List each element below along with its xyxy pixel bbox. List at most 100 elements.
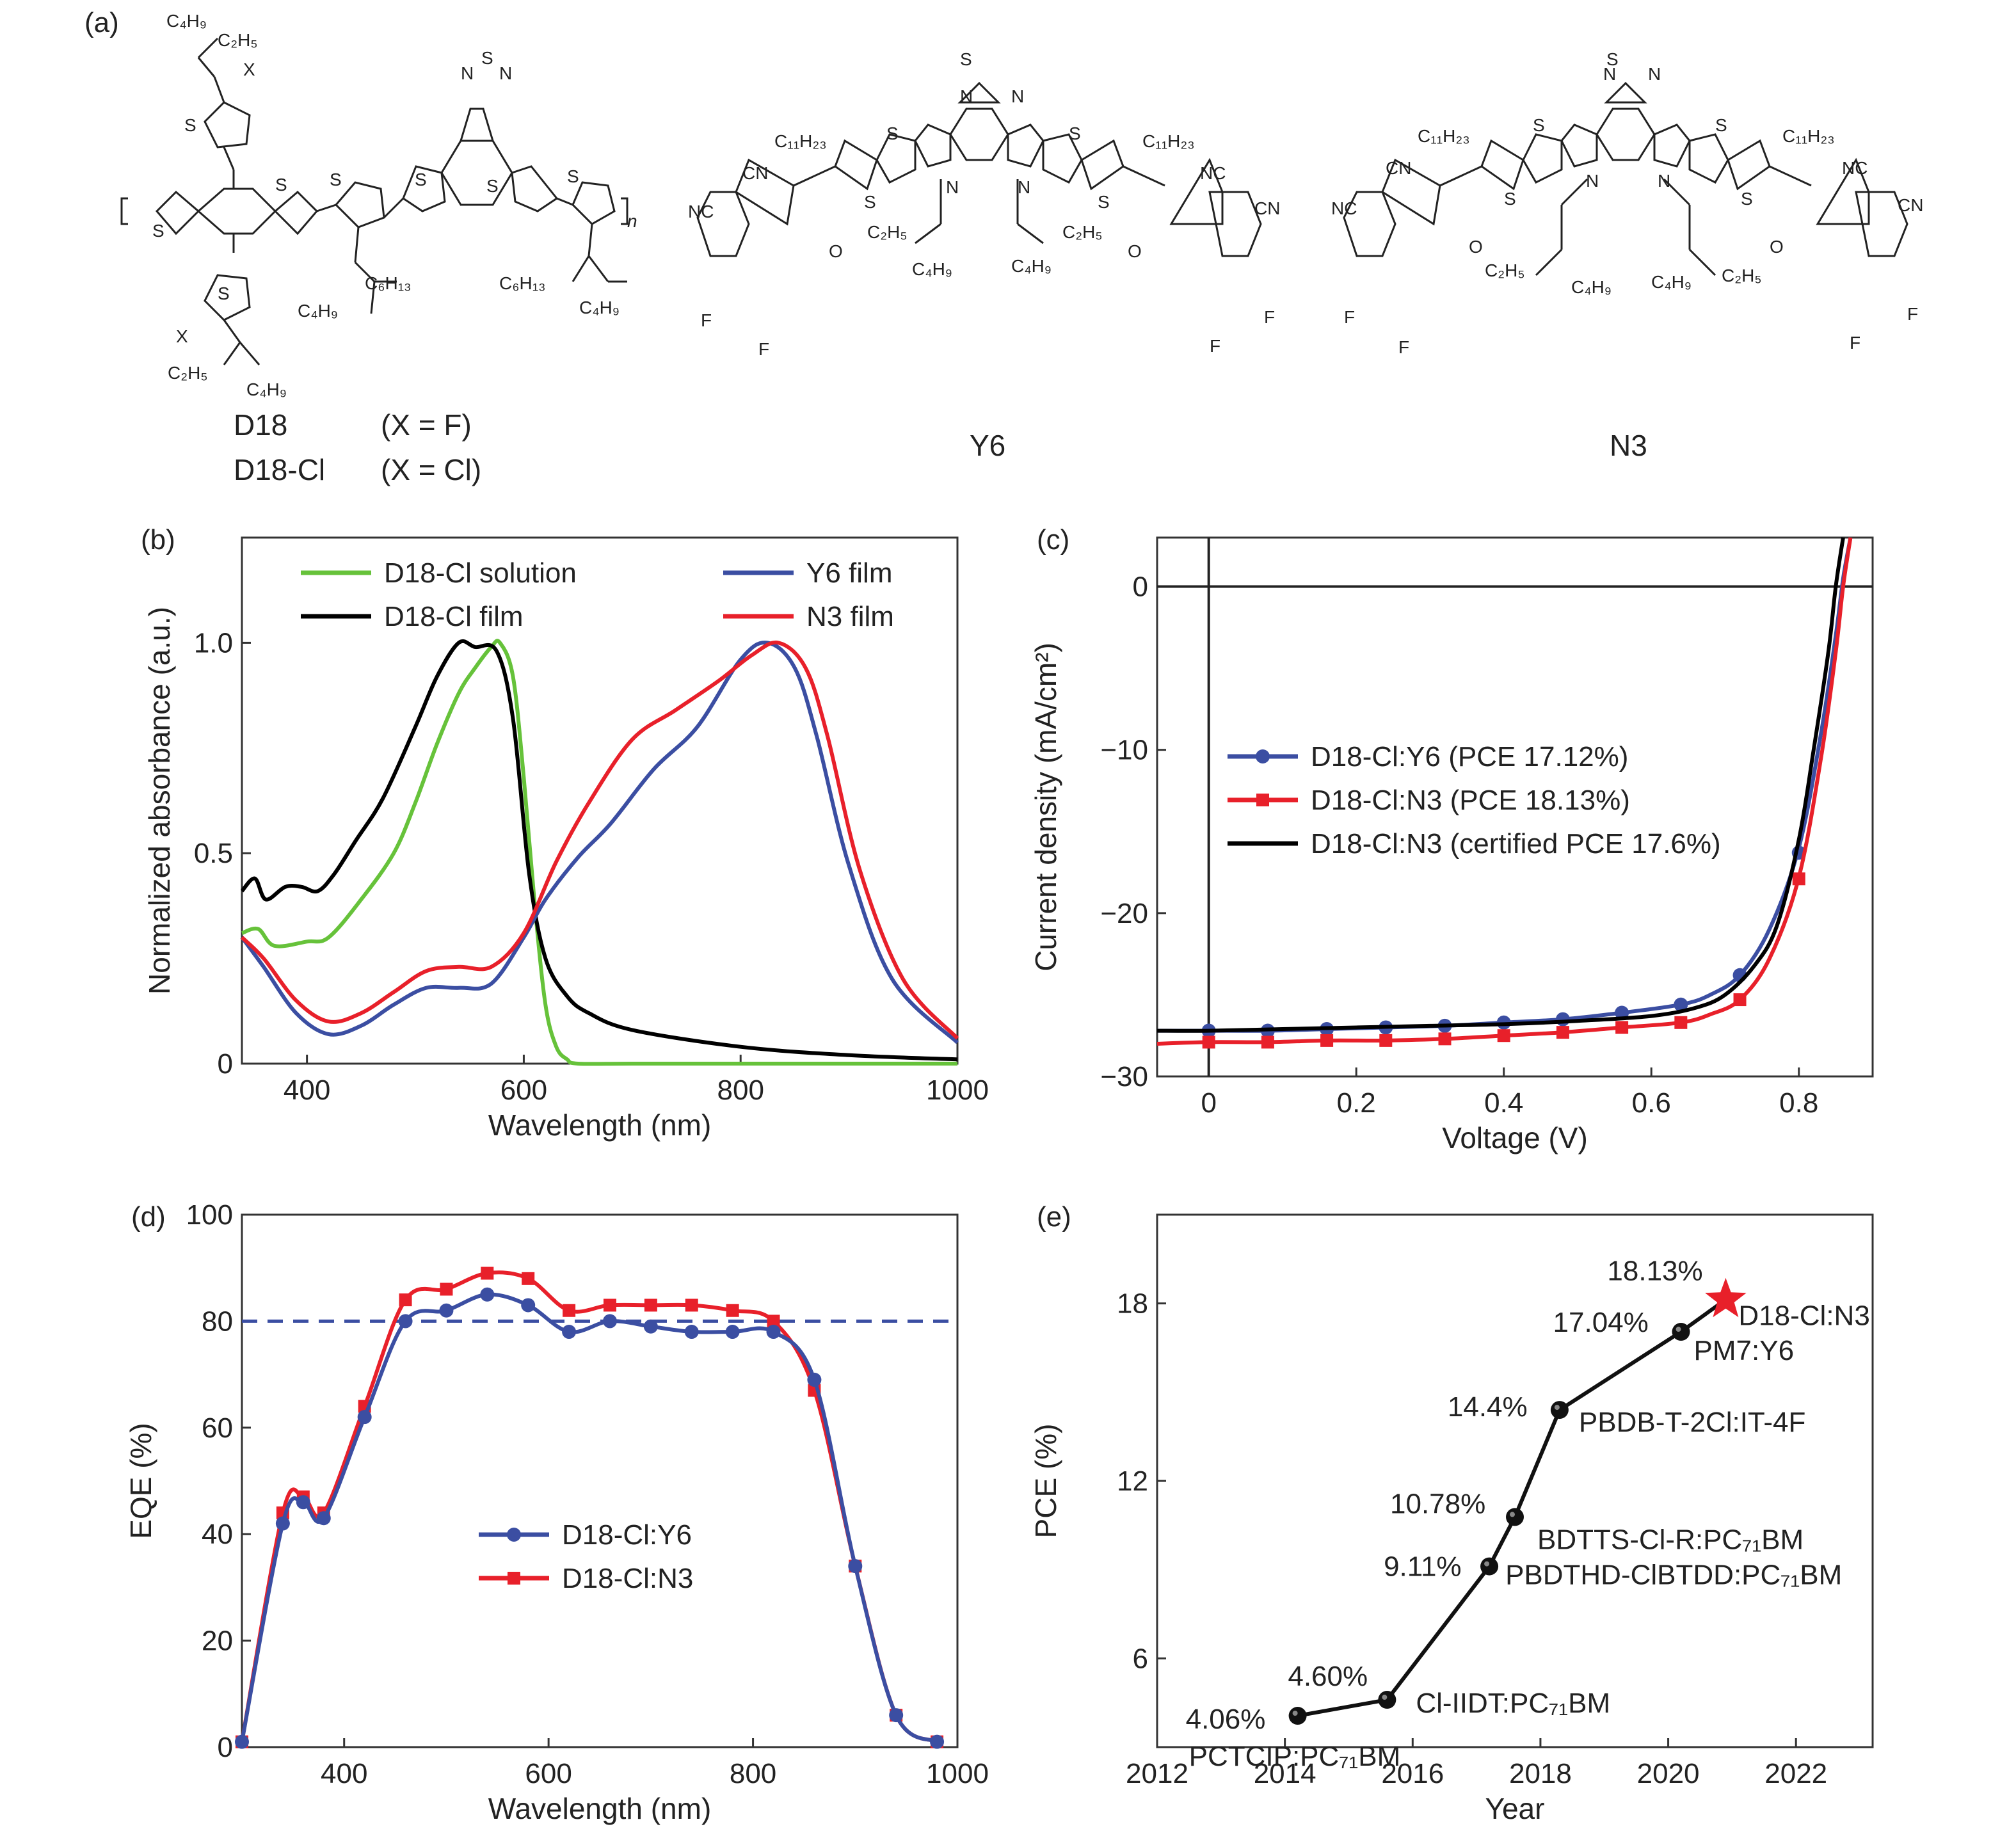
c-series-marker-1 — [1320, 1034, 1334, 1047]
atom-n: N — [1018, 177, 1030, 197]
atom-c4h9: C₄H₉ — [1651, 272, 1692, 292]
e-point-value-label: 18.13% — [1607, 1256, 1702, 1287]
c-series-marker-1 — [1792, 872, 1805, 886]
atom-s: S — [218, 284, 230, 303]
d-legend-marker — [508, 1572, 520, 1585]
d-series-marker-0 — [296, 1495, 310, 1510]
d-series-line-0 — [240, 1292, 938, 1744]
atom-c4h9: C₄H₉ — [1011, 256, 1052, 276]
c-x-tick-label: 0.8 — [1779, 1087, 1818, 1119]
atom-s: S — [864, 192, 876, 212]
e-y-tick-label: 6 — [1133, 1643, 1148, 1674]
e-point-system-label: Cl-IIDT:PC₇₁BM — [1416, 1688, 1610, 1719]
atom-s: S — [1504, 189, 1516, 209]
d-legend-marker — [507, 1528, 521, 1542]
b-panel-label: (b) — [141, 524, 175, 555]
panel-d: 400 600 800 1000 0 20 40 60 80 100 Wavelength (nm)… — [124, 1199, 989, 1825]
atom-f: F — [701, 310, 712, 330]
e-x-tick-label: 2018 — [1509, 1758, 1572, 1789]
atom-cn: CN — [742, 163, 768, 183]
e-data-point — [1506, 1508, 1524, 1526]
d-series-marker-1 — [522, 1272, 535, 1285]
c-y-tick-label: 0 — [1133, 571, 1148, 603]
c-y-tick-label: −30 — [1100, 1061, 1148, 1092]
atom-n: N — [461, 63, 474, 83]
atom-cn: CN — [1254, 198, 1280, 218]
atom-f: F — [1210, 336, 1220, 356]
b-series-line-1 — [240, 639, 958, 1062]
e-highlight-star — [1705, 1277, 1747, 1318]
e-y-axis-label: PCE (%) — [1029, 1424, 1062, 1538]
atom-n: N — [960, 86, 973, 106]
atom-c6h13: C₆H₁₃ — [499, 273, 546, 293]
atom-s: S — [486, 176, 499, 196]
atom-c11h23: C₁₁H₂₃ — [1418, 126, 1470, 146]
e-data-point — [1672, 1323, 1690, 1341]
d-series-marker-0 — [930, 1734, 945, 1749]
d-y-tick-label: 40 — [202, 1519, 233, 1550]
d-series-marker-0 — [889, 1708, 904, 1723]
atom-s: S — [184, 115, 196, 135]
c-y-tick-label: −10 — [1100, 735, 1148, 766]
d-series-marker-1 — [685, 1299, 698, 1312]
atom-o: O — [1128, 241, 1142, 261]
atom-f: F — [758, 339, 769, 359]
b-series-line-2 — [240, 641, 959, 1044]
atom-c11h23: C₁₁H₂₃ — [1142, 131, 1195, 151]
d-series-line-1 — [240, 1270, 938, 1744]
c-series-marker-1 — [1615, 1021, 1629, 1034]
c-legend-marker — [1256, 749, 1270, 763]
atom-c11h23: C₁₁H₂₃ — [1782, 126, 1835, 146]
c-plot-frame — [1156, 536, 1874, 1078]
b-x-axis-label: Wavelength (nm) — [488, 1108, 712, 1142]
e-plot-frame — [1156, 1213, 1874, 1748]
atom-c2h5: C₂H₅ — [168, 363, 208, 383]
d-series-marker-1 — [563, 1304, 576, 1317]
d-series-marker-1 — [644, 1299, 657, 1312]
d-x-tick-label: 400 — [321, 1758, 367, 1789]
atom-c4h9: C₄H₉ — [166, 11, 207, 31]
c-series-marker-1 — [1379, 1034, 1393, 1047]
d-series-marker-1 — [603, 1299, 616, 1312]
c-x-tick-label: 0.2 — [1337, 1087, 1376, 1119]
atom-s: S — [415, 170, 427, 189]
d-legend-label: D18-Cl:N3 — [562, 1563, 693, 1594]
atom-nc: NC — [1200, 163, 1226, 183]
atom-n: N — [1603, 64, 1616, 84]
molecule-name-d18cl: D18-Cl — [234, 453, 325, 486]
e-data-point — [1480, 1557, 1499, 1576]
atom-c2h5: C₂H₅ — [1722, 266, 1762, 285]
atom-n: N — [499, 63, 512, 83]
d-series-marker-0 — [357, 1410, 372, 1425]
b-y-tick-label: 0.5 — [194, 838, 233, 869]
atom-c4h9: C₄H₉ — [912, 259, 952, 279]
atom-c4h9: C₄H₉ — [298, 301, 338, 321]
atom-c4h9: C₄H₉ — [246, 380, 287, 399]
atom-s: S — [886, 124, 899, 143]
b-legend-label: N3 film — [806, 601, 894, 632]
panel-c: 0 0.2 0.4 0.6 0.8 0 −10 −20 −30 Voltage (V) Curren… — [1029, 524, 1874, 1155]
d-x-tick-label: 800 — [730, 1758, 776, 1789]
e-x-tick-label: 2012 — [1126, 1758, 1188, 1789]
d-series-marker-0 — [725, 1325, 740, 1339]
e-data-point — [1378, 1691, 1396, 1709]
d-series-marker-0 — [275, 1516, 290, 1531]
c-x-tick-label: 0.6 — [1632, 1087, 1671, 1119]
atom-s: S — [567, 166, 579, 186]
c-series-marker-1 — [1733, 993, 1747, 1007]
d-y-tick-label: 20 — [202, 1626, 233, 1657]
atom-s: S — [481, 48, 493, 68]
c-series-line-2 — [1156, 537, 1845, 1033]
atom-cn: CN — [1386, 158, 1411, 178]
molecule-note-d18cl: (X = Cl) — [381, 453, 481, 486]
e-data-point-shine — [1292, 1711, 1298, 1716]
b-legend-label: D18-Cl film — [384, 601, 524, 632]
c-series-marker-1 — [1438, 1032, 1452, 1046]
e-point-system-label: PBDTHD-ClBTDD:PC₇₁BM — [1505, 1560, 1842, 1591]
e-x-tick-label: 2022 — [1764, 1758, 1827, 1789]
b-y-tick-label: 1.0 — [194, 627, 233, 659]
d-y-tick-label: 60 — [202, 1412, 233, 1444]
d-series-marker-1 — [440, 1283, 453, 1296]
atom-nc: NC — [688, 202, 714, 221]
c-panel-label: (c) — [1037, 524, 1069, 555]
